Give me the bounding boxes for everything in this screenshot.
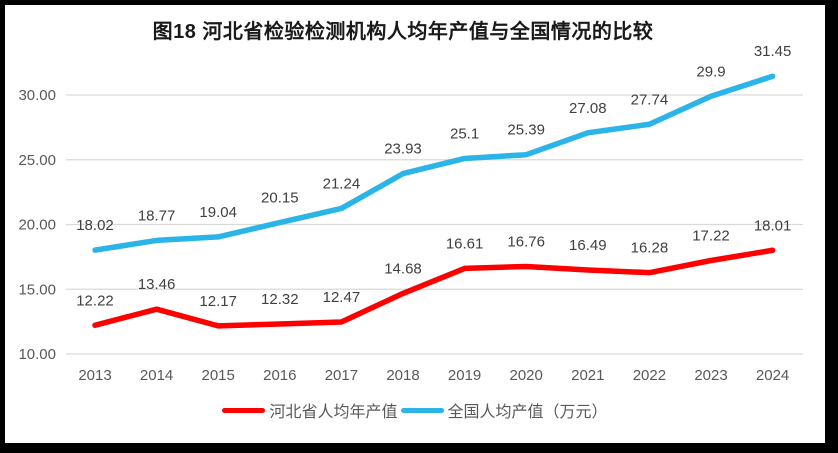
data-label: 12.32: [261, 291, 299, 308]
data-label: 25.1: [450, 125, 479, 142]
legend-label-national: 全国人均产值（万元）: [447, 404, 608, 421]
data-label: 18.02: [76, 217, 114, 234]
data-label: 16.28: [631, 240, 669, 257]
data-label: 16.49: [569, 237, 607, 254]
x-tick-label: 2014: [140, 367, 173, 384]
data-label: 21.24: [323, 175, 361, 192]
legend: 河北省人均年产值 全国人均产值（万元）: [5, 398, 825, 422]
data-label: 31.45: [754, 43, 792, 60]
data-label: 23.93: [384, 141, 422, 158]
data-label: 18.01: [754, 217, 792, 234]
x-tick-label: 2024: [756, 367, 789, 384]
data-label: 12.22: [76, 292, 114, 309]
chart-title: 图18 河北省检验检测机构人均年产值与全国情况的比较: [152, 21, 654, 43]
data-label: 16.76: [507, 233, 545, 250]
x-tick-label: 2021: [571, 367, 604, 384]
x-tick-label: 2020: [510, 367, 543, 384]
line-chart: 10.00 15.00 20.00 25.00 30.00 2013 2014 2015 201…: [18, 43, 803, 384]
x-tick-label: 2016: [263, 367, 296, 384]
x-tick-label: 2015: [202, 367, 235, 384]
data-label: 27.08: [569, 100, 607, 117]
data-label: 25.39: [507, 122, 545, 139]
y-tick-label: 20.00: [18, 217, 56, 234]
x-tick-label: 2022: [633, 367, 666, 384]
x-tick-label: 2013: [78, 367, 111, 384]
data-label: 27.74: [631, 91, 669, 108]
y-tick-label: 30.00: [18, 87, 56, 104]
x-tick-label: 2019: [448, 367, 481, 384]
series-line: [92, 73, 776, 253]
data-label: 20.15: [261, 190, 299, 207]
legend-item-hebei: 河北省人均年产值: [222, 398, 398, 422]
x-tick-label: 2017: [325, 367, 358, 384]
y-tick-label: 10.00: [18, 346, 56, 363]
data-label: 12.17: [199, 293, 237, 310]
series-line: [92, 247, 776, 329]
data-label: 29.9: [696, 63, 725, 80]
legend-item-national: 全国人均产值（万元）: [400, 398, 608, 422]
y-tick-label: 15.00: [18, 281, 56, 298]
data-label: 18.77: [138, 207, 176, 224]
data-label: 16.61: [446, 235, 484, 252]
data-label: 14.68: [384, 260, 422, 277]
x-tick-label: 2018: [386, 367, 419, 384]
legend-swatch-blue-line: [400, 407, 444, 413]
data-label: 12.47: [323, 289, 361, 306]
x-tick-label: 2023: [694, 367, 727, 384]
y-tick-label: 25.00: [18, 152, 56, 169]
legend-label-hebei: 河北省人均年产值: [269, 404, 398, 421]
data-label: 13.46: [138, 276, 176, 293]
data-label: 17.22: [692, 228, 730, 245]
legend-swatch-red-line: [222, 407, 266, 413]
data-label: 19.04: [199, 204, 237, 221]
